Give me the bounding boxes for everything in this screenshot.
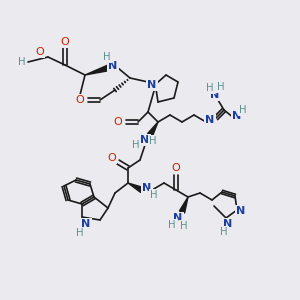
- Text: H: H: [206, 83, 214, 93]
- Text: H: H: [18, 57, 26, 67]
- Text: O: O: [114, 117, 122, 127]
- Text: N: N: [108, 61, 118, 71]
- Text: H: H: [220, 227, 228, 237]
- Text: N: N: [236, 206, 246, 216]
- Text: N: N: [210, 90, 220, 100]
- Text: H: H: [239, 105, 247, 115]
- Text: N: N: [81, 219, 91, 229]
- Text: H: H: [168, 220, 176, 230]
- Text: N: N: [147, 80, 157, 90]
- Text: N: N: [140, 135, 150, 145]
- Text: O: O: [108, 153, 116, 163]
- Polygon shape: [128, 183, 143, 193]
- Text: O: O: [172, 163, 180, 173]
- Text: H: H: [217, 82, 225, 92]
- Text: N: N: [224, 219, 232, 229]
- Text: N: N: [206, 115, 214, 125]
- Polygon shape: [179, 197, 188, 213]
- Text: N: N: [142, 183, 152, 193]
- Text: N: N: [232, 111, 242, 121]
- Text: O: O: [36, 47, 44, 57]
- Text: H: H: [180, 221, 188, 231]
- Text: H: H: [132, 140, 140, 150]
- Text: H: H: [150, 190, 158, 200]
- Polygon shape: [85, 65, 109, 75]
- Text: H: H: [76, 228, 84, 238]
- Text: H: H: [103, 52, 111, 62]
- Text: O: O: [61, 37, 69, 47]
- Text: N: N: [173, 213, 183, 223]
- Text: O: O: [76, 95, 84, 105]
- Text: H: H: [149, 136, 157, 146]
- Polygon shape: [148, 122, 158, 136]
